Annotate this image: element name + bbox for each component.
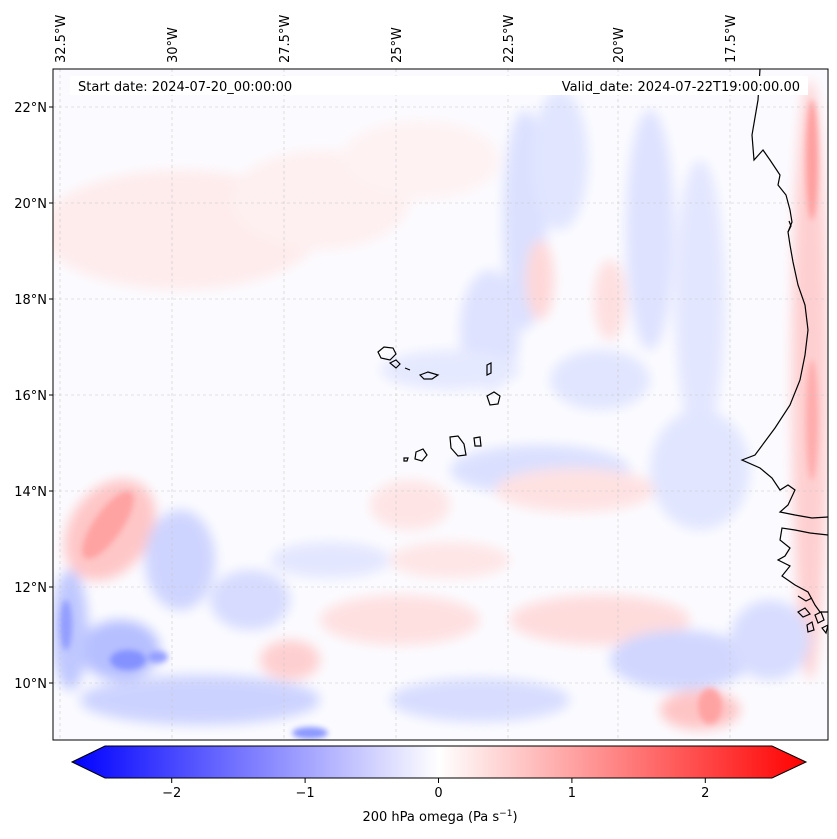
longitude-label: 27.5°W	[278, 15, 293, 63]
colorbar-body	[70, 745, 808, 779]
latitude-label: 18°N	[14, 293, 47, 308]
colorbar-tick-label: −2	[162, 786, 181, 801]
longitude-label: 22.5°W	[502, 15, 517, 63]
africa-coastline	[740, 69, 828, 613]
latitude-label: 16°N	[14, 389, 47, 404]
island-sao-vicente	[388, 359, 401, 369]
latitude-label: 12°N	[14, 581, 47, 596]
island-sal	[486, 362, 492, 376]
island-sao-nicolau	[418, 371, 440, 380]
info-box	[70, 76, 808, 95]
cape-verde-islands	[377, 346, 828, 635]
island-santa-luzia	[404, 367, 411, 371]
start-date-text: Start date: 2024-07-20_00:00:00	[78, 80, 292, 95]
colorbar: −2 −1 0 1 2 200 hPa omega (Pa s−1)	[70, 745, 808, 825]
island-boa-vista	[486, 391, 501, 406]
omega-field-detail	[60, 100, 818, 739]
latitude-label: 14°N	[14, 485, 47, 500]
longitude-label: 17.5°W	[724, 15, 739, 63]
map-frame	[52, 68, 829, 741]
longitude-labels: 32.5°W 30°W 27.5°W 25°W 22.5°W 20°W 17.5°W	[54, 15, 739, 63]
latitude-label: 20°N	[14, 197, 47, 212]
longitude-label: 32.5°W	[54, 15, 69, 63]
colorbar-ticks: −2 −1 0 1 2	[162, 778, 709, 801]
island-santiago	[449, 435, 467, 457]
island-santo-antao	[377, 346, 397, 361]
latitude-labels: 22°N 20°N 18°N 16°N 14°N 12°N 10°N	[14, 101, 53, 692]
graticule	[53, 69, 828, 740]
longitude-label: 30°W	[166, 27, 181, 63]
longitude-label: 20°W	[612, 27, 627, 63]
colorbar-tick-label: 1	[568, 786, 576, 801]
colorbar-label: 200 hPa omega (Pa s−1)	[362, 809, 517, 825]
coastal-islands	[797, 607, 828, 635]
island-brava	[403, 457, 409, 462]
latitude-label: 22°N	[14, 101, 47, 116]
island-maio	[473, 436, 482, 447]
valid-date-text: Valid_date: 2024-07-22T19:00:00.00	[562, 80, 800, 95]
coastlines	[740, 69, 828, 613]
island-fogo	[414, 448, 428, 462]
colorbar-tick-label: 2	[701, 786, 709, 801]
colorbar-tick-label: −1	[296, 786, 315, 801]
longitude-label: 25°W	[390, 27, 405, 63]
colorbar-tick-label: 0	[434, 786, 442, 801]
latitude-label: 10°N	[14, 677, 47, 692]
map-panel	[53, 69, 828, 740]
coast-detail	[787, 220, 813, 602]
